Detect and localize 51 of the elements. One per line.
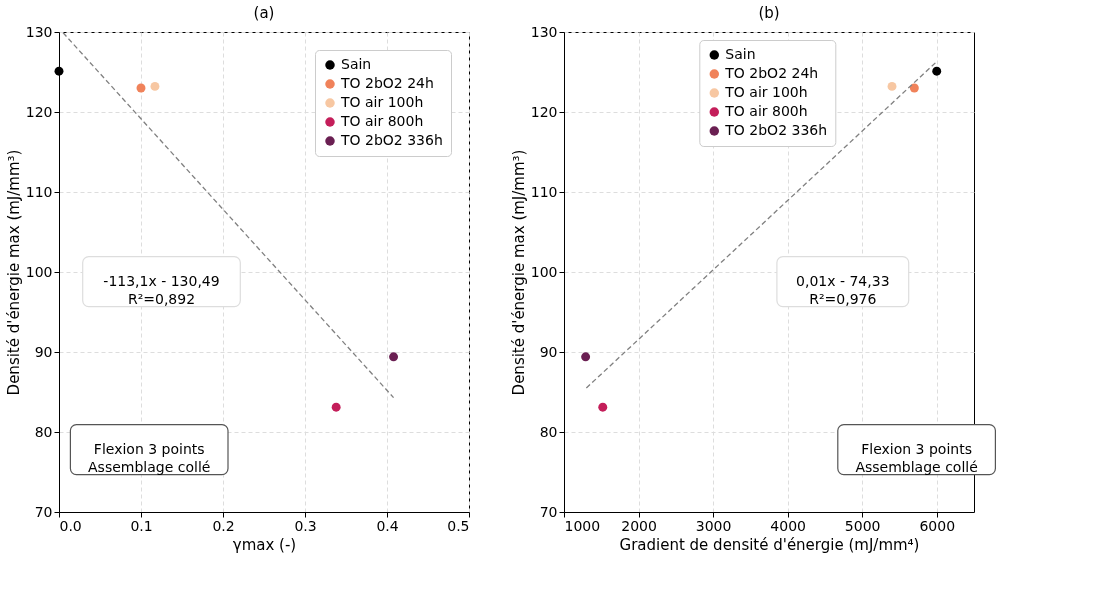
legend-label: TO air 100h: [724, 84, 808, 100]
annotation: Flexion 3 points Assemblage collé: [855, 440, 978, 475]
x-axis-title: Gradient de densité d'énergie (mJ/mm⁴): [619, 535, 920, 554]
y-tick-label: 90: [34, 343, 53, 360]
x-tick-label: 0.0: [59, 517, 82, 534]
y-tick-label: 100: [530, 263, 558, 280]
y-tick-label: 80: [34, 423, 53, 440]
y-axis-title: Densité d'énergie max (mJ/mm³): [4, 149, 23, 396]
x-tick-label: 0.2: [212, 517, 235, 534]
legend-label: TO 2bO2 336h: [340, 132, 443, 148]
legend-label: TO 2bO2 336h: [724, 122, 828, 138]
x-tick-label: 6000: [919, 517, 956, 534]
annotation: -113,1x - 130,49 R²=0,892: [103, 272, 220, 307]
x-tick-label: 4000: [770, 517, 806, 534]
chart-title: (a): [253, 4, 275, 22]
x-tick-label: 1000: [564, 517, 601, 534]
legend-label: Sain: [725, 46, 756, 62]
point: [581, 352, 591, 362]
x-axis-title: γmax (-): [232, 535, 297, 554]
point: [598, 402, 608, 412]
legend-label: TO 2bO2 24h: [724, 65, 819, 81]
chart-title: (b): [758, 4, 780, 22]
legend-label: TO air 800h: [340, 113, 424, 129]
x-tick-label: 0.3: [294, 517, 317, 534]
y-tick-label: 90: [539, 343, 558, 360]
x-tick-label: 3000: [695, 517, 732, 534]
y-tick-label: 110: [25, 183, 53, 200]
x-tick-label: 2000: [621, 517, 657, 534]
y-tick-label: 120: [25, 103, 53, 120]
annotation: 0,01x - 74,33 R²=0,976: [796, 272, 890, 307]
y-axis-title: Densité d'énergie max (mJ/mm³): [509, 149, 528, 396]
legend-label: Sain: [341, 56, 372, 72]
x-tick-label: 0.5: [447, 517, 470, 534]
y-tick-label: 80: [539, 423, 558, 440]
point: [909, 83, 919, 93]
y-tick-label: 70: [34, 503, 53, 520]
y-tick-label: 110: [530, 183, 558, 200]
y-tick-label: 120: [530, 103, 558, 120]
point: [932, 66, 942, 76]
x-tick-label: 0.1: [130, 517, 153, 534]
legend-label: TO air 800h: [724, 103, 808, 119]
x-tick-label: 5000: [844, 517, 881, 534]
legend-label: TO air 100h: [340, 94, 424, 110]
y-tick-label: 100: [25, 263, 53, 280]
y-tick-label: 70: [539, 503, 558, 520]
x-tick-label: 0.4: [376, 517, 399, 534]
annotation: Flexion 3 points Assemblage collé: [88, 440, 211, 475]
point: [887, 81, 897, 91]
legend-label: TO 2bO2 24h: [340, 75, 434, 91]
y-tick-label: 130: [530, 23, 558, 40]
y-tick-label: 130: [25, 23, 53, 40]
